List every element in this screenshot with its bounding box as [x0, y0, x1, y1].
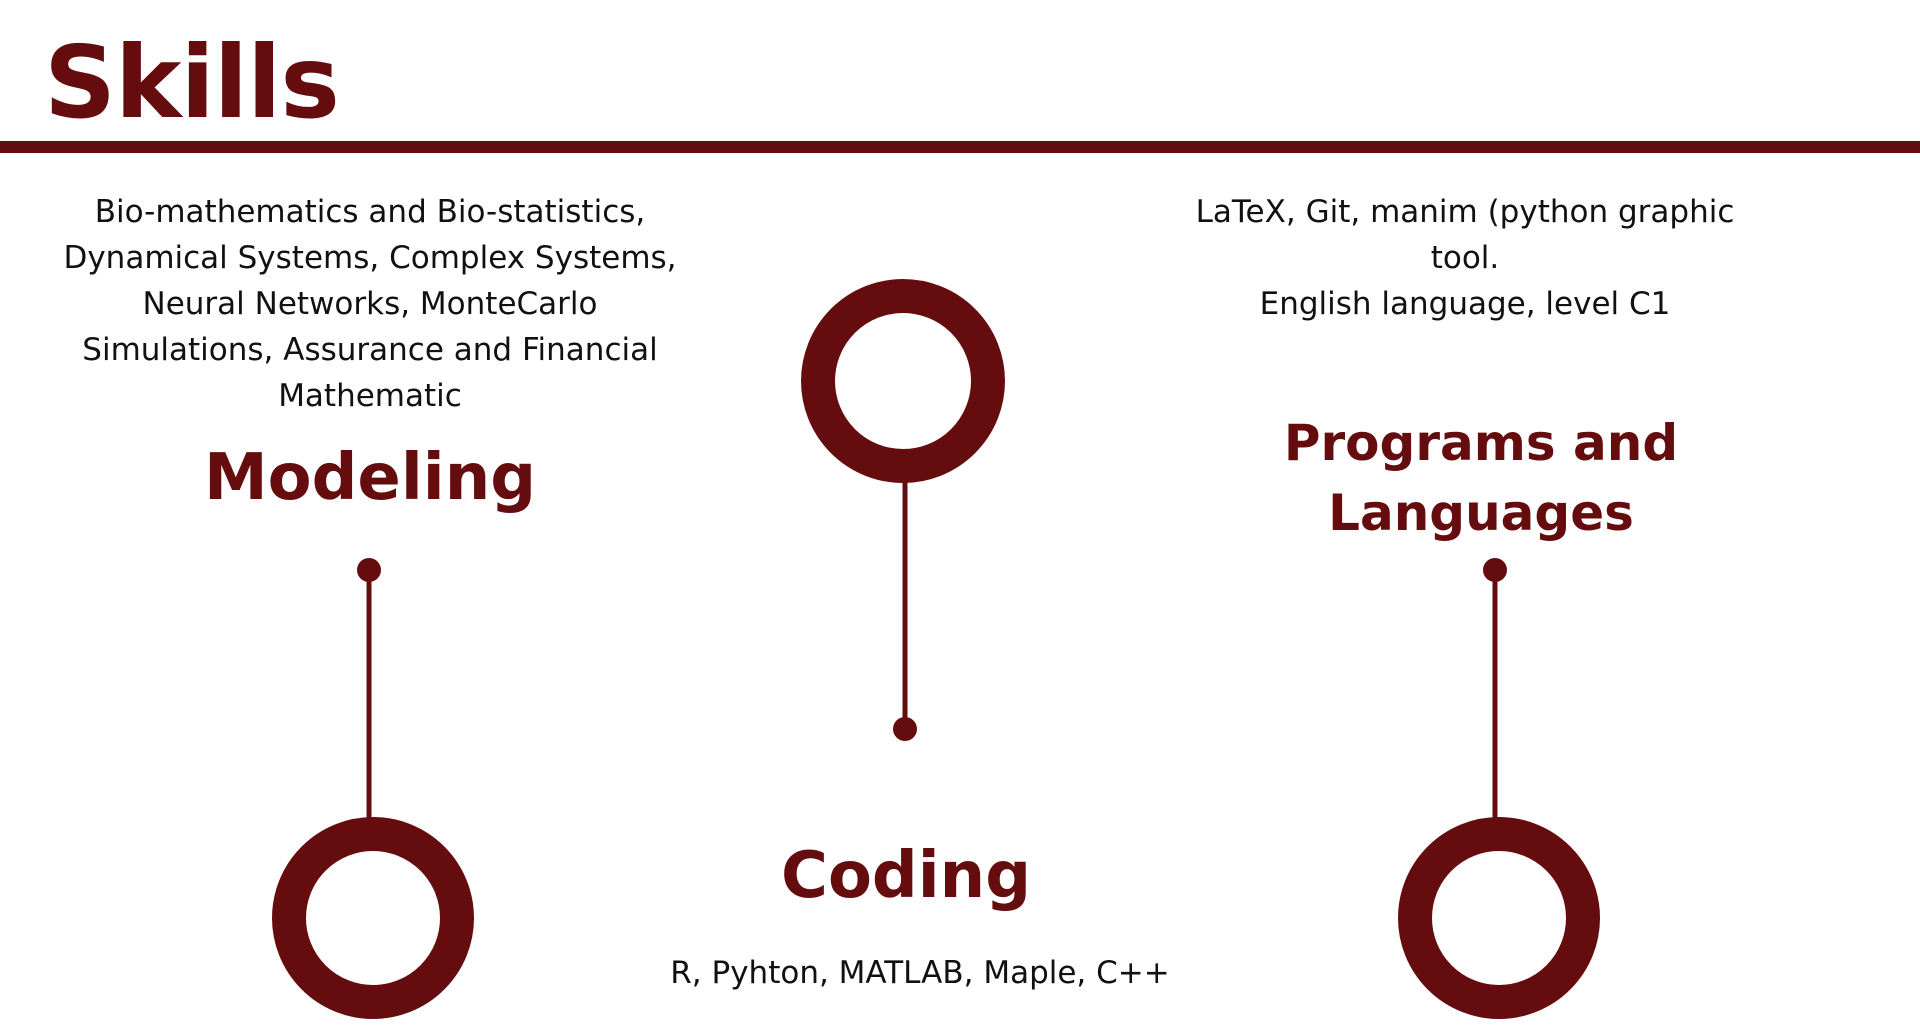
title-divider [0, 141, 1920, 153]
modeling-ring-icon [272, 817, 474, 1019]
programs-description: LaTeX, Git, manim (python graphic tool. … [1195, 194, 1735, 322]
programs-ring-icon [1398, 817, 1600, 1019]
programs-connector-dot [1483, 558, 1507, 582]
coding-heading: Coding [780, 839, 1032, 913]
programs-heading: Programs and Languages [1283, 414, 1679, 542]
coding-ring-icon [801, 279, 1005, 483]
coding-connector-dot [893, 717, 917, 741]
modeling-heading: Modeling [203, 441, 537, 515]
modeling-connector-dot [357, 558, 381, 582]
coding-description: R, Pyhton, MATLAB, Maple, C++ [670, 955, 1170, 991]
modeling-description: Bio-mathematics and Bio-statistics, Dyna… [63, 194, 677, 414]
page-title: Skills [44, 24, 340, 141]
